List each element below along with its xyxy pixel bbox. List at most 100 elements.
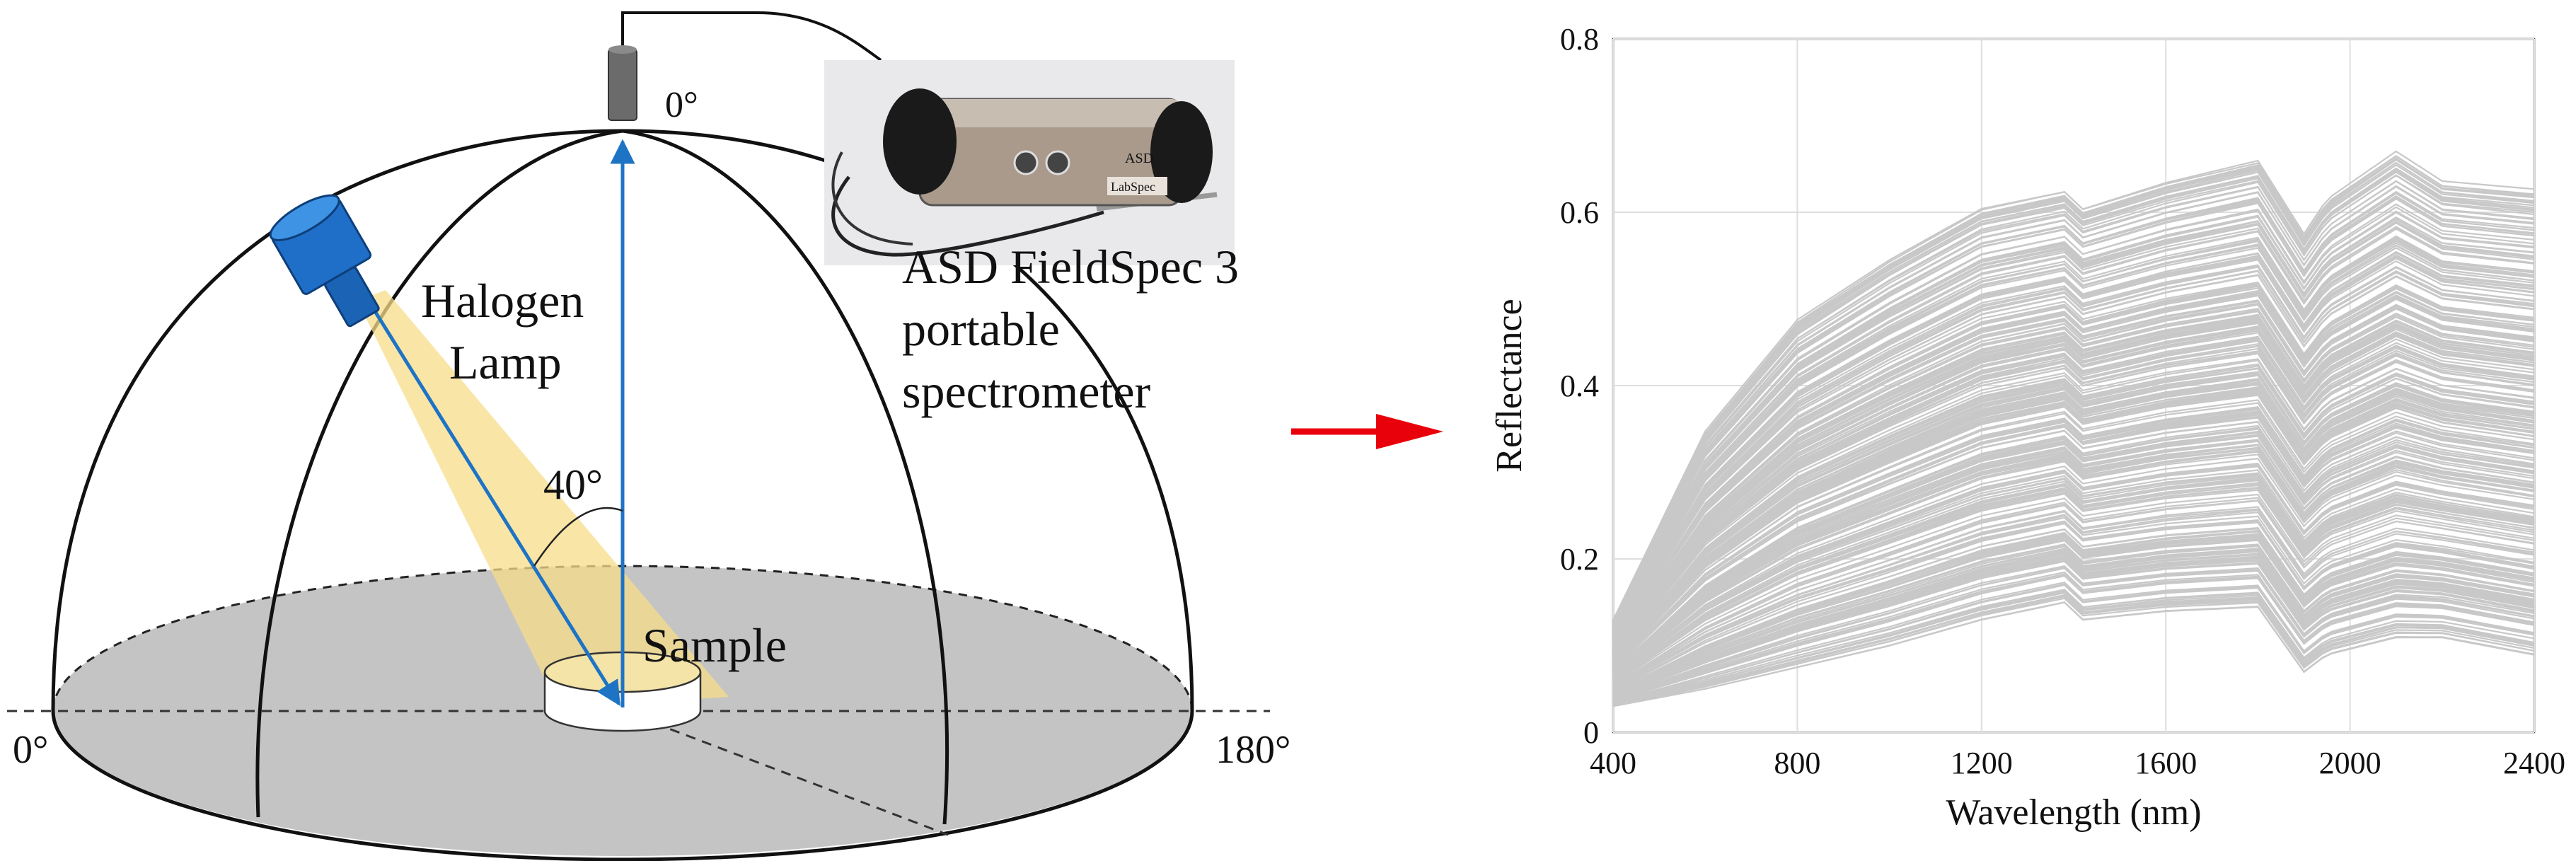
spectrum-line xyxy=(1612,373,2535,662)
right-angle-label: 180° xyxy=(1215,728,1290,772)
spectrum-line xyxy=(1612,329,2535,654)
spectrum-line xyxy=(1612,310,2535,649)
spectrum-line xyxy=(1612,477,2535,683)
spectrum-line xyxy=(1612,180,2535,625)
x-tick-label: 2400 xyxy=(2503,746,2565,780)
light-cone xyxy=(357,290,729,707)
spectrum-line xyxy=(1612,469,2535,681)
spectrum-line xyxy=(1612,216,2535,633)
spectrum-line xyxy=(1612,392,2535,666)
sample-label: Sample xyxy=(642,618,787,672)
y-tick-label: 0.4 xyxy=(1560,369,1599,403)
spectrum-line xyxy=(1612,440,2535,676)
spectrum-line xyxy=(1612,325,2535,654)
spectrum-line xyxy=(1612,168,2535,624)
spectrometer-device-icon: ASD LabSpec xyxy=(824,60,1235,265)
halogen-label-line2: Lamp xyxy=(449,335,562,389)
spectrum-line xyxy=(1612,289,2535,647)
diagonal-dashed-line xyxy=(622,710,949,836)
spectrum-line xyxy=(1612,430,2535,674)
x-axis-label: Wavelength (nm) xyxy=(1946,792,2201,833)
spectrum-line xyxy=(1612,378,2535,664)
x-tick-label: 2000 xyxy=(2319,746,2381,780)
spectrum-line xyxy=(1612,332,2535,654)
spectrum-line xyxy=(1612,582,2535,703)
spectrometer-label-line1: ASD FieldSpec 3 xyxy=(902,240,1239,294)
left-angle-label: 0° xyxy=(13,728,48,772)
spectrum-line xyxy=(1612,545,2535,695)
x-tick-label: 400 xyxy=(1590,746,1636,780)
spectrum-line xyxy=(1612,583,2535,704)
incident-beam xyxy=(373,310,621,706)
x-tick-label: 1200 xyxy=(1951,746,2013,780)
angle-arc xyxy=(533,507,623,567)
spectrum-line xyxy=(1612,520,2535,690)
spectrum-line xyxy=(1612,493,2535,686)
spectrum-line xyxy=(1612,192,2535,629)
spectrum-line xyxy=(1612,415,2535,670)
spectrum-line xyxy=(1612,212,2535,633)
spectrum-line xyxy=(1612,206,2535,631)
spectrum-line xyxy=(1612,565,2535,700)
spectrum-line xyxy=(1612,497,2535,687)
x-tick-label: 800 xyxy=(1774,746,1820,780)
spectrum-line xyxy=(1612,595,2535,705)
dome-meridian-left xyxy=(255,129,623,818)
spectrum-line xyxy=(1612,196,2535,630)
spectrum-line xyxy=(1612,421,2535,671)
measurement-diagram: ASD LabSpec 0° 0° 180° 40° Halogen Lamp … xyxy=(7,11,1290,861)
device-model-text: LabSpec xyxy=(1111,180,1155,194)
spectrum-line xyxy=(1612,210,2535,632)
spectrum-line xyxy=(1612,304,2535,649)
spectrum-line xyxy=(1612,287,2535,645)
spectrum-line xyxy=(1612,174,2535,624)
spectrometer-label-line2: portable xyxy=(902,302,1060,356)
spectrum-line xyxy=(1612,235,2535,636)
spectrum-line xyxy=(1612,458,2535,679)
spectrum-line xyxy=(1612,255,2535,640)
spectrum-line xyxy=(1612,451,2535,678)
y-tick-label: 0 xyxy=(1583,715,1599,750)
spectrum-line xyxy=(1612,489,2535,684)
spectrum-line xyxy=(1612,548,2535,696)
spectrum-line xyxy=(1612,388,2535,666)
spectrum-line xyxy=(1612,536,2535,695)
spectrum-line xyxy=(1612,521,2535,690)
y-tick-label: 0.2 xyxy=(1560,542,1599,577)
spectrum-line xyxy=(1612,347,2535,658)
spectrum-line xyxy=(1612,506,2535,688)
spectrum-line xyxy=(1612,402,2535,667)
spectrum-line xyxy=(1612,511,2535,690)
y-tick-label: 0.8 xyxy=(1560,22,1599,57)
lamp-angle-label: 40° xyxy=(543,461,603,508)
spectrum-line xyxy=(1612,343,2535,657)
spectrum-line xyxy=(1612,359,2535,660)
spectrum-line xyxy=(1612,406,2535,669)
spectra-chart: 400 800 1200 1600 2000 2400 0 0.2 0.4 0.6 0.8 Wav… xyxy=(1489,22,2565,833)
spectrum-line xyxy=(1612,315,2535,651)
spectrum-line xyxy=(1612,567,2535,700)
spectrum-line xyxy=(1612,240,2535,636)
spectrum-line xyxy=(1612,482,2535,683)
spectra-series xyxy=(1612,150,2535,707)
spectrum-line xyxy=(1612,256,2535,640)
spectrum-line xyxy=(1612,464,2535,680)
spectrum-line xyxy=(1612,427,2535,673)
spectrum-line xyxy=(1612,447,2535,676)
spectrum-line xyxy=(1612,473,2535,681)
spectrum-line xyxy=(1612,185,2535,628)
x-tick-label: 1600 xyxy=(2135,746,2197,780)
fiber-probe-icon xyxy=(608,11,882,121)
spectrum-line xyxy=(1612,371,2535,661)
spectrum-line xyxy=(1612,228,2535,635)
spectrum-line xyxy=(1612,499,2535,688)
spectrum-line xyxy=(1612,320,2535,652)
spectrum-line xyxy=(1612,571,2535,701)
spectrum-line xyxy=(1612,270,2535,643)
spectrum-line xyxy=(1612,158,2535,623)
spectrum-line xyxy=(1612,591,2535,705)
spectrum-line xyxy=(1612,340,2535,656)
spectrum-line xyxy=(1612,365,2535,661)
spectrum-line xyxy=(1612,150,2535,622)
